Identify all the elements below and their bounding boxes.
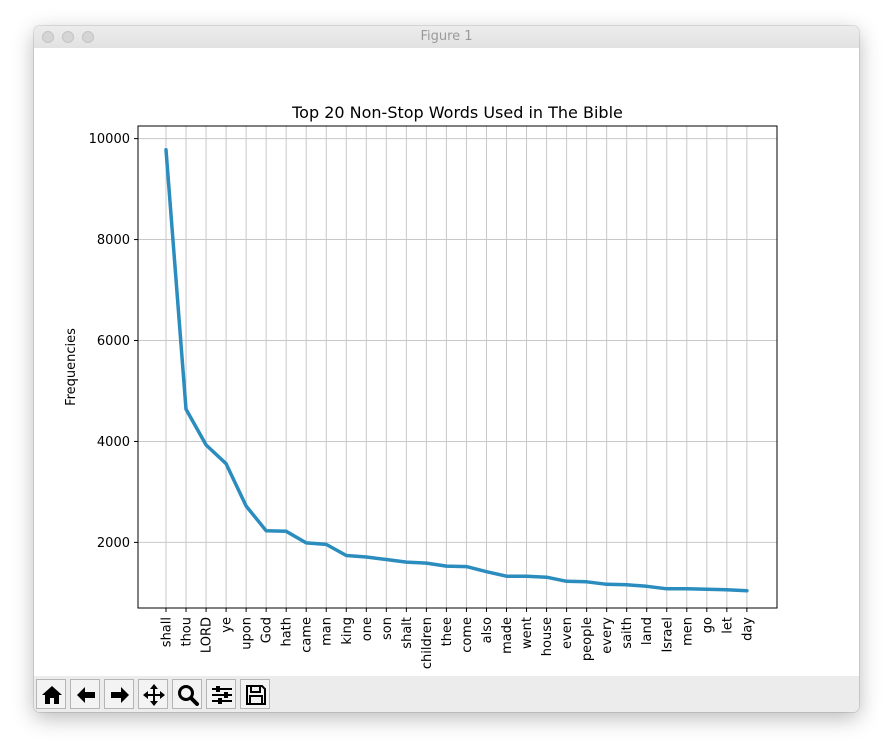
x-tick-label: man	[320, 617, 335, 646]
y-tick-label: 2000	[97, 536, 130, 551]
series-line	[164, 147, 749, 593]
x-tick-label: son	[380, 617, 395, 640]
x-tick-label: also	[480, 617, 495, 643]
configure-subplots-button[interactable]	[206, 679, 236, 709]
y-tick-label: 4000	[97, 435, 130, 450]
x-tick-label: people	[580, 617, 595, 661]
save-button[interactable]	[240, 679, 270, 709]
x-tick-label: LORD	[200, 617, 215, 653]
arrow-right-icon	[111, 687, 129, 703]
x-tick-label: let	[720, 617, 735, 634]
x-tick-label: children	[420, 617, 435, 669]
y-tick-label: 6000	[97, 334, 130, 349]
magnifier-icon	[178, 685, 199, 706]
y-axis-label: Frequencies	[64, 328, 79, 406]
x-tick-label: came	[300, 617, 315, 653]
x-tick-label: went	[520, 617, 535, 649]
x-tick-label: upon	[240, 617, 255, 650]
x-tick-label: every	[600, 617, 615, 654]
x-tick-label: king	[340, 617, 355, 645]
back-button[interactable]	[70, 679, 100, 709]
x-tick-label: God	[260, 617, 275, 643]
plot-area	[138, 126, 777, 608]
zoom-button[interactable]	[172, 679, 202, 709]
line-chart: 2000 4000 6000 8000 10000 shall thou LORD ye upon…	[64, 103, 778, 669]
forward-button[interactable]	[104, 679, 134, 709]
x-tick-label: even	[560, 617, 575, 649]
arrow-left-icon	[77, 687, 95, 703]
floppy-disk-icon	[246, 685, 266, 705]
zoom-window-button[interactable]	[82, 31, 94, 43]
x-tick-label: one	[360, 617, 375, 641]
x-tick-label: men	[680, 617, 695, 646]
x-tick-label: day	[740, 617, 755, 641]
close-window-button[interactable]	[42, 31, 54, 43]
navigation-toolbar	[34, 676, 859, 712]
x-tick-label: Israel	[660, 617, 675, 653]
x-tick-label: shalt	[400, 617, 415, 649]
x-tick-label: made	[500, 617, 515, 654]
home-button[interactable]	[36, 679, 66, 709]
figure-canvas: 2000 4000 6000 8000 10000 shall thou LORD ye upon…	[34, 48, 859, 676]
x-tick-label: hath	[280, 617, 295, 647]
x-tick-label: thee	[440, 617, 455, 646]
axes-frame	[137, 125, 778, 609]
chart-title: Top 20 Non-Stop Words Used in The Bible	[291, 103, 623, 122]
figure-window: Figure 1 2000 4000 6000 8000 10000 shall thou L…	[34, 26, 859, 712]
y-tick-label: 10000	[89, 132, 130, 147]
x-tick-label: land	[640, 617, 655, 645]
x-tick-label: house	[540, 617, 555, 656]
title-bar: Figure 1	[34, 26, 859, 49]
x-tick-label: shall	[160, 617, 175, 647]
minimize-window-button[interactable]	[62, 31, 74, 43]
window-title: Figure 1	[420, 29, 473, 44]
x-tick-label: ye	[220, 617, 235, 633]
x-tick-label: come	[460, 617, 475, 653]
pan-button[interactable]	[138, 679, 168, 709]
move-icon	[143, 684, 165, 706]
sliders-icon	[212, 686, 232, 704]
y-tick-label: 8000	[97, 233, 130, 248]
x-tick-label: go	[700, 617, 715, 633]
home-icon	[42, 686, 62, 704]
x-tick-label: thou	[180, 617, 195, 647]
x-tick-label: saith	[620, 617, 635, 649]
